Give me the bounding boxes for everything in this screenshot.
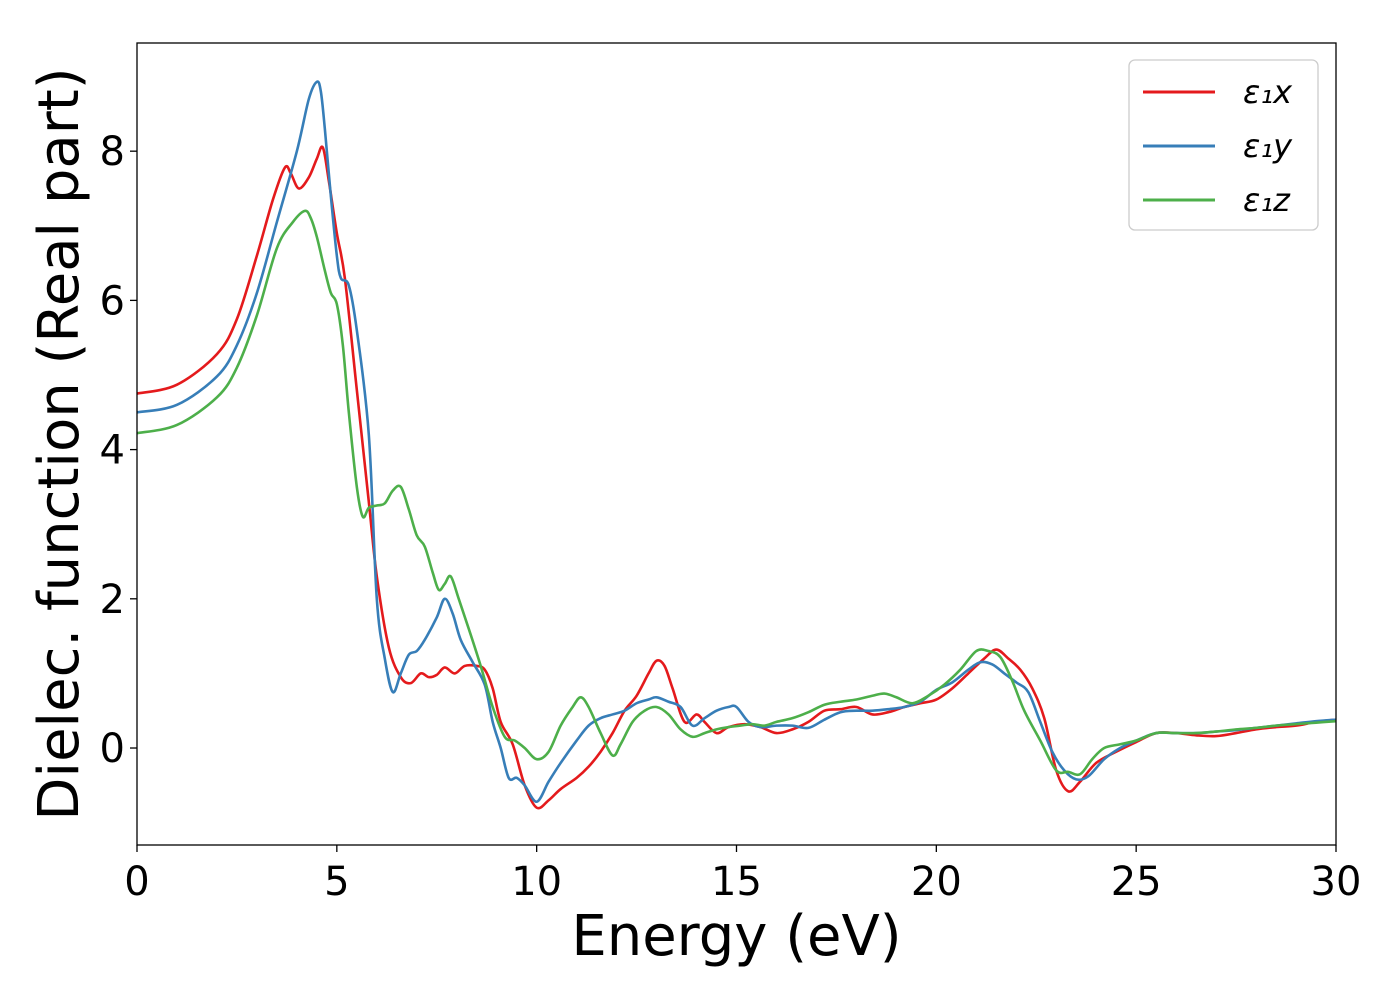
x-tick-label: 30 [1311, 859, 1362, 905]
y-axis-title: Dielec. function (Real part) [27, 67, 92, 820]
legend: ε₁x ε₁y ε₁z [1128, 59, 1319, 231]
series-line-epsilon1-x [137, 145, 1336, 810]
x-tick-label: 5 [324, 859, 349, 905]
x-tick-label: 10 [511, 859, 562, 905]
ticks-layer: 0 5 10 15 20 25 30 0 2 4 6 8 [100, 129, 1362, 905]
x-tick-label: 15 [711, 859, 762, 905]
y-tick-label: 8 [100, 129, 125, 175]
series-line-epsilon1-z [137, 209, 1336, 777]
y-tick-label: 2 [100, 577, 125, 623]
x-axis-title: Energy (eV) [571, 904, 901, 969]
legend-label-epsilon1-z: ε₁z [1243, 181, 1291, 219]
y-tick-label: 0 [100, 726, 125, 772]
y-tick-label: 6 [100, 278, 125, 324]
x-tick-label: 25 [1111, 859, 1162, 905]
x-tick-label: 20 [911, 859, 962, 905]
legend-label-epsilon1-x: ε₁x [1243, 73, 1293, 111]
series-layer [137, 80, 1336, 810]
legend-label-epsilon1-y: ε₁y [1243, 127, 1293, 165]
legend-box [1128, 59, 1319, 231]
plot-frame [136, 42, 1337, 846]
x-tick-label: 0 [124, 859, 149, 905]
y-tick-label: 4 [100, 428, 125, 474]
series-line-epsilon1-y [137, 80, 1336, 804]
